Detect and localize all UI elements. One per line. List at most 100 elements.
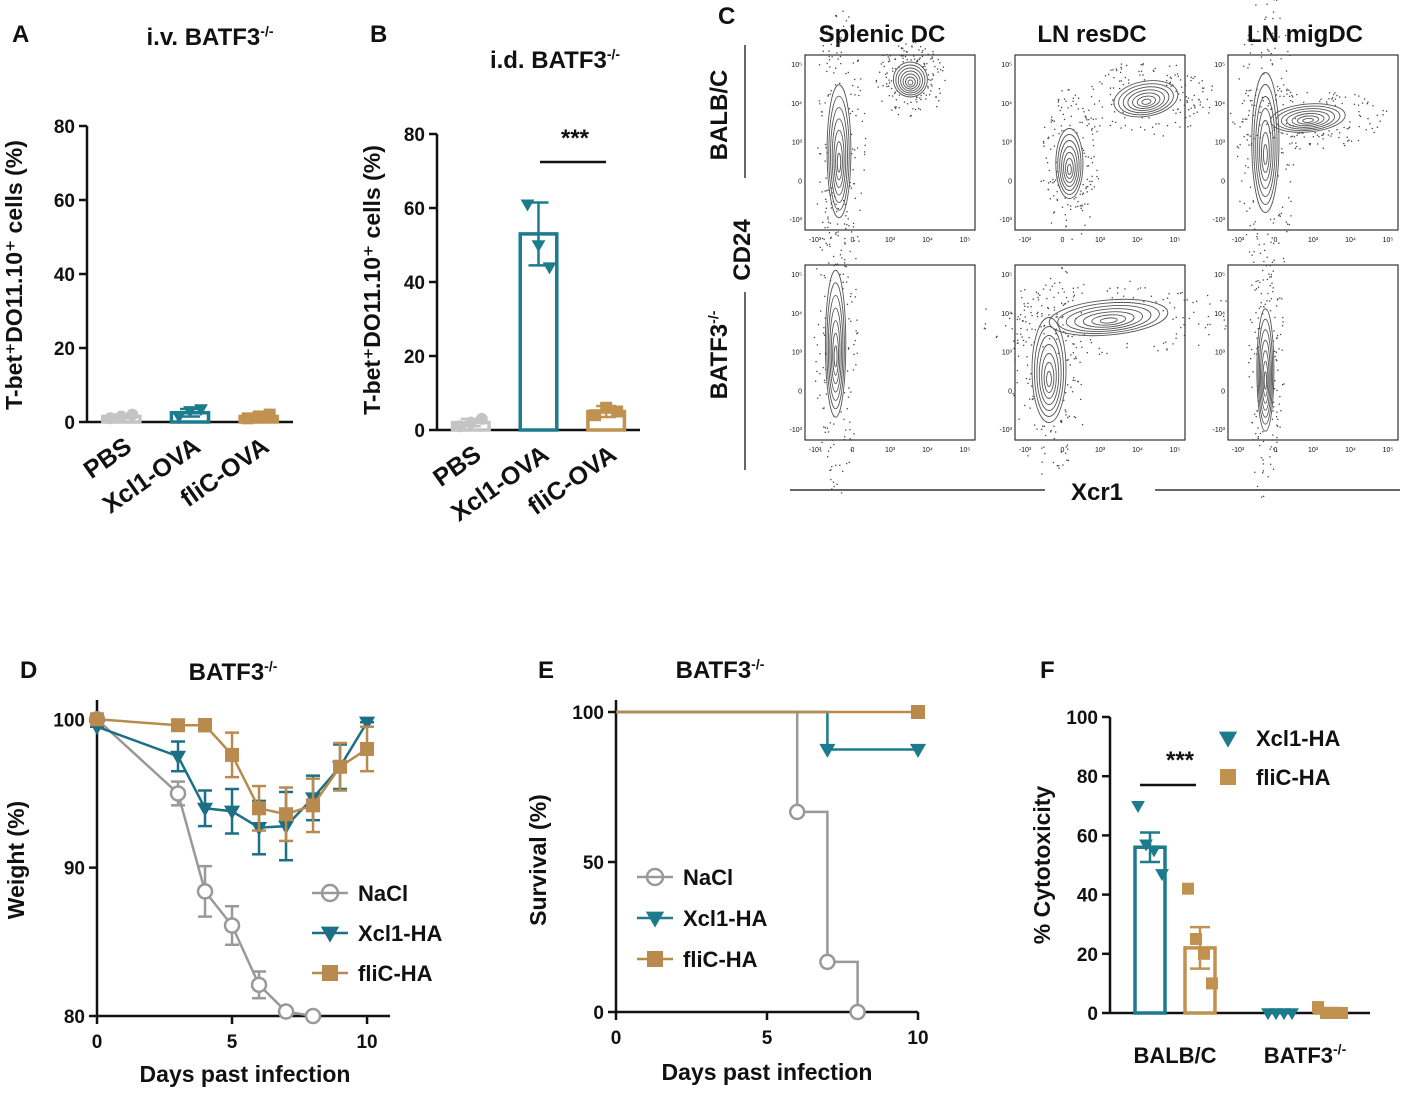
flow-event	[1209, 303, 1211, 305]
marker	[358, 716, 376, 731]
flow-contour	[1253, 84, 1278, 205]
flow-event	[1063, 118, 1066, 121]
flow-event	[1088, 123, 1090, 125]
flow-event	[1076, 132, 1078, 134]
flow-event	[850, 391, 852, 393]
flow-event	[1086, 185, 1089, 188]
x-tick-label: 0	[611, 1028, 622, 1049]
flow-event	[1063, 98, 1066, 100]
marker	[252, 801, 267, 816]
marker	[198, 718, 213, 733]
flow-event	[1064, 452, 1067, 454]
flow-event	[824, 427, 827, 429]
flow-y-tick: -10³	[1000, 217, 1013, 224]
flow-event	[1181, 86, 1183, 88]
flow-event	[820, 450, 822, 452]
flow-event	[1247, 114, 1250, 116]
flow-event	[1184, 84, 1187, 86]
flow-event	[1140, 70, 1143, 72]
flow-event	[1256, 238, 1259, 240]
flow-event	[1091, 188, 1093, 190]
flow-event	[1382, 109, 1384, 112]
flow-contour	[1055, 128, 1084, 199]
flow-event	[1065, 296, 1068, 299]
flow-event	[886, 85, 888, 88]
marker	[360, 741, 375, 756]
flow-event	[1064, 197, 1066, 199]
flow-event	[851, 148, 854, 150]
flow-event	[1280, 58, 1282, 60]
flow-event	[1193, 311, 1195, 313]
flow-contour	[1257, 318, 1274, 425]
flow-event	[937, 71, 939, 73]
flow-event	[1013, 347, 1015, 350]
flow-event	[1060, 421, 1063, 424]
flow-event	[1254, 289, 1256, 291]
flow-event	[1289, 54, 1291, 57]
flow-event	[1174, 121, 1177, 124]
flow-event	[1245, 92, 1247, 94]
flow-event	[825, 177, 827, 179]
flow-event	[1339, 132, 1341, 134]
flow-event	[1283, 95, 1285, 98]
flow-event	[822, 221, 824, 224]
flow-x-tick: 0	[851, 447, 855, 454]
flow-event	[914, 108, 917, 111]
flow-event	[826, 62, 828, 65]
flow-contour	[1118, 83, 1174, 116]
y-axis-label: % Cytotoxicity	[1029, 786, 1055, 945]
flow-event	[1274, 47, 1276, 49]
flow-event	[1353, 103, 1356, 105]
flow-event	[1280, 212, 1283, 215]
flow-event	[1175, 64, 1178, 67]
flow-event	[1272, 340, 1275, 342]
flow-event	[912, 108, 914, 110]
flow-event	[1120, 63, 1123, 65]
flow-event	[1067, 89, 1069, 91]
flow-event	[1251, 104, 1253, 106]
flow-event	[1316, 134, 1319, 136]
flow-event	[1266, 123, 1268, 125]
flow-event	[1331, 97, 1334, 99]
flow-event	[920, 98, 922, 101]
flow-event	[1165, 341, 1167, 343]
flow-event	[1286, 230, 1288, 233]
flow-event	[1343, 142, 1345, 145]
flow-event	[1041, 313, 1043, 315]
flow-event	[1182, 91, 1184, 94]
marker	[250, 976, 268, 994]
flow-event	[857, 235, 859, 238]
column-title: Splenic DC	[819, 21, 946, 48]
flow-event	[1049, 289, 1051, 291]
flow-y-tick: 0	[798, 178, 802, 185]
chart-title-main: i.d. BATF3	[490, 47, 607, 74]
flow-event	[905, 43, 907, 45]
flow-event	[888, 85, 890, 87]
flow-event	[853, 31, 855, 33]
flow-event	[1126, 346, 1128, 349]
flow-event	[1017, 339, 1019, 341]
flow-event	[828, 243, 831, 245]
flow-event	[839, 41, 841, 43]
flow-event	[858, 94, 860, 97]
flow-event	[1023, 344, 1025, 347]
flow-contour	[1067, 164, 1072, 175]
x-tick-label: BALB/C	[1133, 1043, 1216, 1068]
flow-event	[1273, 129, 1275, 131]
flow-event	[821, 115, 823, 117]
marker	[1336, 1007, 1348, 1019]
flow-event	[1279, 17, 1281, 19]
flow-event	[1069, 364, 1072, 366]
flow-event	[845, 72, 847, 75]
flow-event	[850, 292, 852, 295]
flow-event	[1153, 133, 1155, 135]
flow-event	[849, 185, 851, 187]
flow-event	[1086, 165, 1088, 167]
flow-event	[831, 439, 834, 441]
flow-event	[883, 65, 885, 68]
flow-event	[851, 301, 853, 303]
flow-event	[1072, 376, 1075, 379]
flow-event	[924, 65, 926, 67]
flow-contour	[892, 61, 928, 98]
flow-event	[1252, 439, 1254, 441]
